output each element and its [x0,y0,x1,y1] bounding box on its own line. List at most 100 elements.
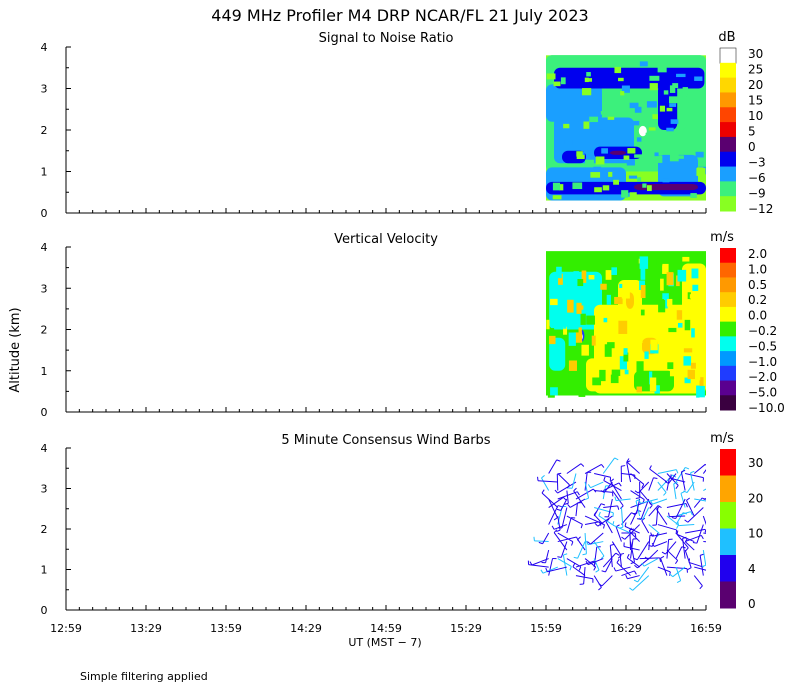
colorbar-swatch [720,248,736,264]
vv-cell [573,271,579,279]
y-tick-label: 2 [41,124,48,137]
wind-barb [603,482,620,491]
wind-barb [541,477,550,491]
vv-cell [667,362,674,370]
colorbar-swatch [720,321,736,337]
snr-cell [659,105,666,112]
vv-cell [581,344,589,356]
wind-barb-flag [681,469,686,473]
colorbar-label: 4 [748,562,756,576]
vv-cell [588,274,595,280]
vv-cell [687,341,695,346]
wind-barb [548,459,558,474]
snr-region [638,125,647,137]
wind-barb-flag [551,525,555,530]
vv-cell [563,318,567,329]
wind-barb-flag [553,529,558,533]
wind-barb [630,510,638,525]
colorbar: 2.01.0 0.50.2 0.0−0.2−0.5 −1.0−2.0 −5.0−10.0… [710,230,785,415]
wind-barb [548,496,564,508]
wind-barb-flag [538,541,543,545]
snr-cell [663,90,669,95]
snr-cell [607,116,615,120]
wind-barb [623,545,640,551]
wind-barb-flag [685,466,690,470]
wind-barb-flag [649,504,653,509]
wind-barb [684,534,702,543]
wind-barb-flag [556,508,561,511]
colorbar-swatch [720,136,736,153]
wind-barb-flag [600,503,606,506]
snr-region [658,84,678,130]
wind-barb-flag [573,487,577,492]
snr-cell [697,167,704,172]
wind-barb [670,477,686,483]
wind-barb [684,549,692,568]
colorbar-swatch [720,292,736,308]
colorbar-swatch [720,380,736,396]
wind-barb [636,541,650,561]
wind-barb [666,539,670,559]
vv-cell [656,258,663,266]
wind-barb [640,498,658,504]
panel-title: Signal to Noise Ratio [319,31,454,46]
vv-cell [614,296,623,305]
wind-barb-flag [620,505,624,509]
wind-barb-flag [661,551,666,555]
wind-barb-flag [556,529,561,532]
wind-barb [572,566,586,576]
wind-barb [593,546,598,568]
snr-cell [589,116,599,123]
colorbar-swatch [720,166,736,182]
wind-barb [548,505,559,525]
wind-barb [678,524,695,527]
plot-area [527,457,706,591]
vv-cell [558,273,563,285]
wind-barb-flag [569,566,572,571]
snr-cell [595,156,605,165]
vv-cell [551,328,555,334]
wind-barb-flag [540,569,544,574]
snr-cell [587,78,593,82]
wind-barb [684,541,695,551]
vv-cell [581,293,588,302]
vv-cell [646,312,656,325]
colorbar-swatch [720,277,736,293]
wind-barb-flag [598,583,603,587]
snr-cell [546,73,556,80]
vv-cell [555,343,562,352]
wind-barb [630,473,645,485]
wind-barb [686,500,695,517]
wind-barb-flag [595,569,600,573]
vv-cell [603,317,608,323]
snr-cell [576,154,585,160]
wind-barb [548,558,554,576]
wind-barb-flag [603,524,605,529]
snr-cell [649,75,660,81]
wind-barb-flag [598,587,602,591]
wind-barb-flag [633,579,638,583]
wind-barb [648,505,659,517]
wind-barb [602,457,616,474]
wind-barb-flag [699,585,703,590]
wind-barb [657,469,677,475]
snr-cell [669,96,679,104]
snr-region [546,84,602,122]
wind-barb [575,502,578,517]
wind-barb-flag [686,497,690,501]
snr-region [610,150,626,155]
wind-barb [584,521,600,526]
wind-barb [649,468,668,483]
colorbar-swatch [720,262,736,278]
snr-cell [634,154,644,158]
wind-barb-flag [600,490,605,493]
vv-cell [568,368,572,380]
wind-barb [693,497,703,508]
wind-barb [609,545,613,568]
wind-barb-flag [644,556,649,560]
y-tick-label: 0 [41,207,48,220]
wind-barb-flag [656,506,660,510]
wind-barb [601,575,613,587]
wind-barb-flag [613,567,617,572]
wind-barb [690,472,695,491]
